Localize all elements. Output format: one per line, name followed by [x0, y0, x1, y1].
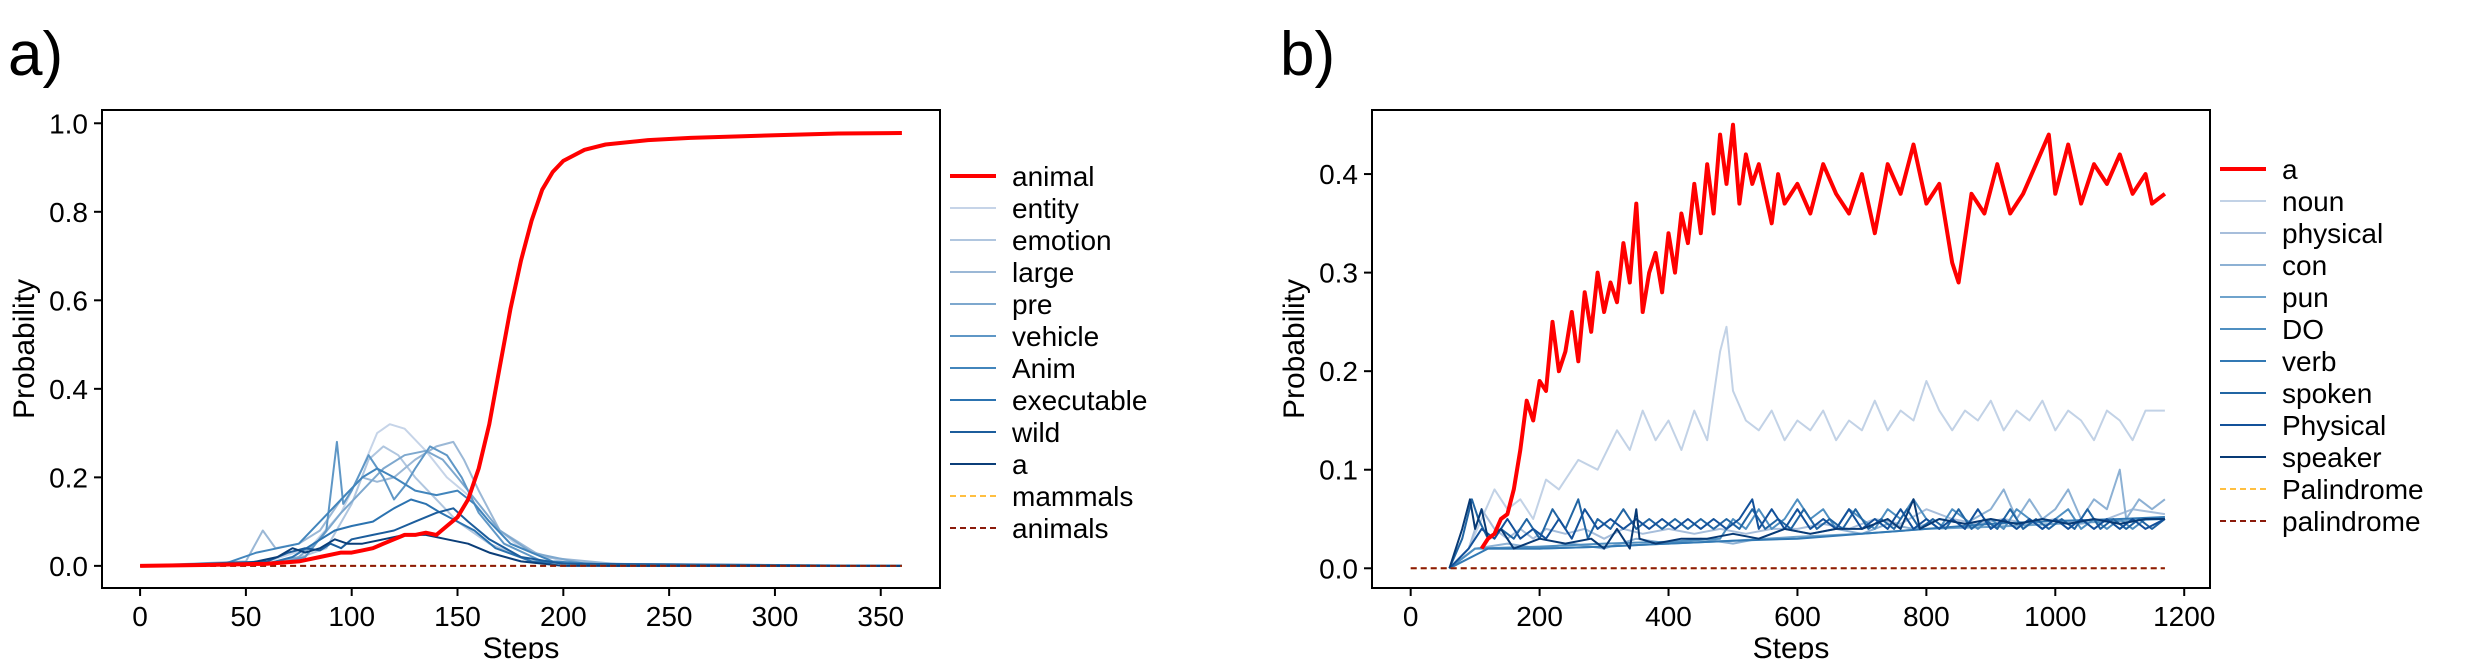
y-tick-label: 0.4	[49, 374, 88, 405]
panel-a: a) 0 50 100 150 200 250 300 350 0.0 0.2 0.4 0.6 0.8 1…	[8, 20, 1147, 659]
x-tick-label: 1200	[2153, 601, 2215, 632]
series-line-wild	[140, 507, 902, 567]
x-tick-label: 400	[1645, 601, 1692, 632]
legend-label: mammals	[1012, 481, 1133, 512]
x-tick-label: 150	[434, 601, 481, 632]
y-tick-label: 1.0	[49, 108, 88, 139]
y-tick-label: 0.3	[1319, 258, 1358, 289]
series-line-animal	[140, 131, 902, 568]
y-tick-label: 0.1	[1319, 455, 1358, 486]
x-tick-label: 0	[1403, 601, 1419, 632]
legend-label: pre	[1012, 289, 1052, 320]
legend-label: emotion	[1012, 225, 1112, 256]
panel-label-a: a)	[8, 20, 63, 89]
legend-label: animals	[1012, 513, 1108, 544]
x-tick-label: 50	[230, 601, 261, 632]
legend-label: wild	[1011, 417, 1060, 448]
x-tick-label: 300	[752, 601, 799, 632]
legend-label: noun	[2282, 186, 2344, 217]
x-tick-label: 100	[328, 601, 375, 632]
legend-label: vehicle	[1012, 321, 1099, 352]
legend-label: animal	[1012, 161, 1094, 192]
y-tick-label: 0.2	[49, 462, 88, 493]
legend-label: verb	[2282, 346, 2336, 377]
series-line-speaker	[1448, 498, 2165, 569]
legend-label: Palindrome	[2282, 474, 2424, 505]
x-tick-label: 200	[1516, 601, 1563, 632]
panel-b: b) 0 200 400 600 800 1000 12000.00.10.20.30.4 …	[1278, 20, 2424, 659]
x-tick-label: 600	[1774, 601, 1821, 632]
legend-label: palindrome	[2282, 506, 2421, 537]
legend-label: large	[1012, 257, 1074, 288]
plot-frame-b	[1371, 109, 2211, 589]
series-line-a	[1479, 122, 2167, 550]
legend-label: DO	[2282, 314, 2324, 345]
legend-label: entity	[1012, 193, 1079, 224]
legend-label: spoken	[2282, 378, 2372, 409]
legend-b: anounphysicalconpunDOverbspokenPhysicals…	[2220, 154, 2424, 537]
x-tick-label: 200	[540, 601, 587, 632]
y-tick-label: 0.6	[49, 285, 88, 316]
y-tick-label: 0.0	[49, 551, 88, 582]
series-line-physical	[1448, 498, 2166, 569]
legend-label: con	[2282, 250, 2327, 281]
series-line-a	[140, 533, 902, 567]
y-axis-label-b: Probability	[1278, 279, 1311, 419]
y-tick-label: 0.0	[1319, 553, 1358, 584]
y-tick-label: 0.2	[1319, 356, 1358, 387]
y-tick-label: 0.8	[49, 197, 88, 228]
series-line-vehicle	[140, 440, 902, 567]
axis-ticks-a: 0 50 100 150 200 250 300 350 0.0 0.2 0.4 0.6 0.8 1.0	[49, 108, 904, 632]
legend-label: speaker	[2282, 442, 2382, 473]
x-tick-label: 800	[1903, 601, 1950, 632]
legend-a: animalentityemotionlargeprevehicleAnimex…	[950, 161, 1147, 544]
series-lines-a	[140, 131, 902, 568]
panel-label-b: b)	[1280, 20, 1335, 89]
legend-label: physical	[2282, 218, 2383, 249]
series-lines-b	[1410, 122, 2167, 570]
legend-label: a	[2282, 154, 2298, 185]
x-tick-label: 250	[646, 601, 693, 632]
x-tick-label: 1000	[2024, 601, 2086, 632]
plot-frame-a	[101, 109, 941, 589]
y-tick-label: 0.4	[1319, 159, 1358, 190]
x-axis-label-b: Steps	[1753, 632, 1830, 659]
legend-label: pun	[2282, 282, 2329, 313]
legend-label: a	[1012, 449, 1028, 480]
series-line-anim	[140, 467, 902, 567]
x-axis-label-a: Steps	[483, 632, 560, 659]
series-line-noun	[1448, 325, 2165, 569]
legend-label: Physical	[2282, 410, 2386, 441]
y-axis-label-a: Probability	[8, 279, 41, 419]
legend-label: executable	[1012, 385, 1147, 416]
axis-ticks-b: 0 200 400 600 800 1000 1200 0.0 0.1 0.2 0.3 0.4	[1319, 159, 2215, 632]
x-tick-label: 0	[132, 601, 148, 632]
x-tick-label: 350	[857, 601, 904, 632]
legend-label: Anim	[1012, 353, 1076, 384]
